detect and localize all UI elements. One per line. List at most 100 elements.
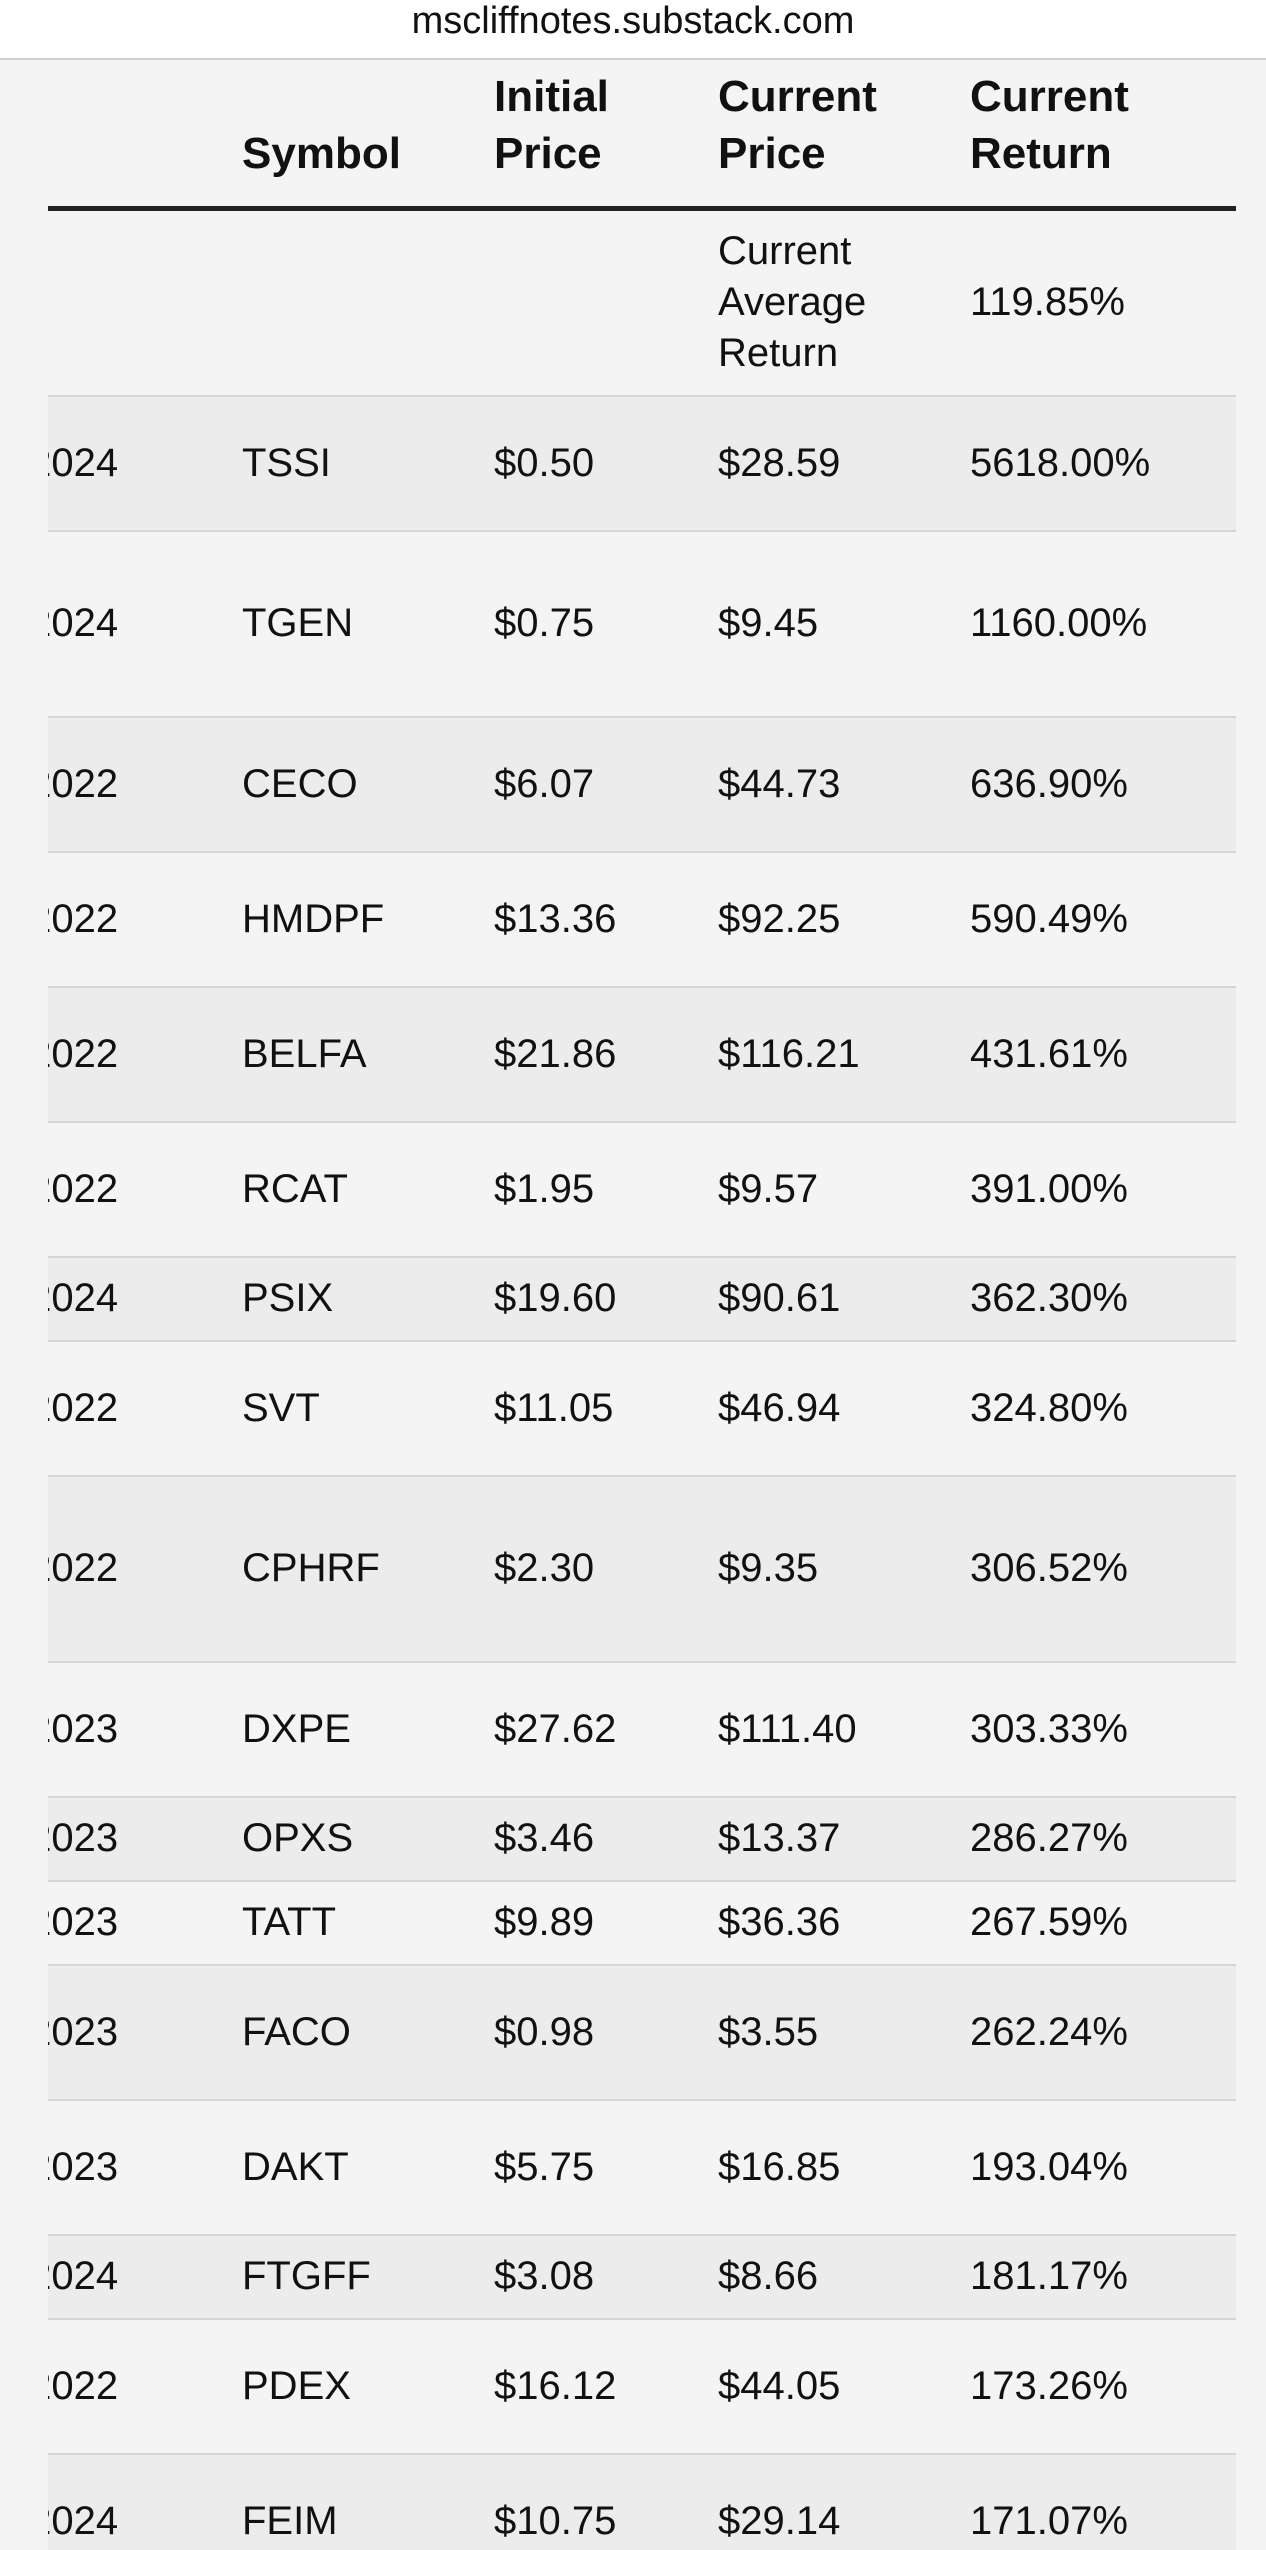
row-date: /2024: [48, 2453, 242, 2550]
row-date: /2023: [48, 1880, 242, 1966]
row-symbol: TGEN: [242, 530, 494, 718]
row-date: /2022: [48, 716, 242, 853]
row-initial-price: $0.50: [494, 395, 718, 532]
row-current-return: 306.52%: [970, 1475, 1236, 1663]
row-date: /2022: [48, 851, 242, 988]
row-current-price: $8.66: [718, 2234, 970, 2320]
header-initial-price: Initial Price: [494, 60, 718, 211]
row-current-price: $13.37: [718, 1796, 970, 1882]
address-bar[interactable]: mscliffnotes.substack.com: [0, 0, 1266, 60]
table-header-row: Symbol Initial Price Current Price Curre…: [48, 60, 1236, 211]
row-current-price: $3.55: [718, 1964, 970, 2101]
row-initial-price: $10.75: [494, 2453, 718, 2550]
row-current-return: 267.59%: [970, 1880, 1236, 1966]
row-date: /2024: [48, 2234, 242, 2320]
row-current-return: 262.24%: [970, 1964, 1236, 2101]
row-date: /2022: [48, 1340, 242, 1477]
row-current-price: $16.85: [718, 2099, 970, 2236]
row-symbol: BELFA: [242, 986, 494, 1123]
row-current-price: $44.05: [718, 2318, 970, 2455]
url-text: mscliffnotes.substack.com: [411, 0, 855, 42]
row-symbol: DXPE: [242, 1661, 494, 1798]
row-date: /2023: [48, 1796, 242, 1882]
row-initial-price: $13.36: [494, 851, 718, 988]
row-initial-price: $5.75: [494, 2099, 718, 2236]
row-initial-price: $0.75: [494, 530, 718, 718]
picks-table: Symbol Initial Price Current Price Curre…: [48, 60, 1236, 2550]
row-date: /2023: [48, 1661, 242, 1798]
page-content: Symbol Initial Price Current Price Curre…: [0, 60, 1266, 2550]
average-return-value: 119.85%: [970, 208, 1236, 397]
row-symbol: FEIM: [242, 2453, 494, 2550]
row-date: /2024: [48, 530, 242, 718]
row-current-price: $111.40: [718, 1661, 970, 1798]
header-symbol: Symbol: [242, 60, 494, 211]
row-initial-price: $21.86: [494, 986, 718, 1123]
row-date: /2024: [48, 395, 242, 532]
row-symbol: OPXS: [242, 1796, 494, 1882]
row-current-price: $44.73: [718, 716, 970, 853]
row-symbol: HMDPF: [242, 851, 494, 988]
row-current-price: $28.59: [718, 395, 970, 532]
row-current-price: $36.36: [718, 1880, 970, 1966]
row-date: /2022: [48, 1121, 242, 1258]
row-current-price: $29.14: [718, 2453, 970, 2550]
row-symbol: FTGFF: [242, 2234, 494, 2320]
row-current-return: 286.27%: [970, 1796, 1236, 1882]
row-initial-price: $3.08: [494, 2234, 718, 2320]
row-current-return: 590.49%: [970, 851, 1236, 988]
row-current-price: $9.57: [718, 1121, 970, 1258]
row-initial-price: $9.89: [494, 1880, 718, 1966]
row-current-return: 362.30%: [970, 1256, 1236, 1342]
row-current-return: 171.07%: [970, 2453, 1236, 2550]
row-current-return: 303.33%: [970, 1661, 1236, 1798]
row-current-return: 391.00%: [970, 1121, 1236, 1258]
row-current-price: $9.35: [718, 1475, 970, 1663]
row-initial-price: $27.62: [494, 1661, 718, 1798]
row-initial-price: $2.30: [494, 1475, 718, 1663]
row-current-price: $90.61: [718, 1256, 970, 1342]
row-initial-price: $19.60: [494, 1256, 718, 1342]
average-return-label: Current Average Return: [718, 208, 970, 397]
row-initial-price: $1.95: [494, 1121, 718, 1258]
row-current-price: $9.45: [718, 530, 970, 718]
row-current-price: $116.21: [718, 986, 970, 1123]
row-initial-price: $3.46: [494, 1796, 718, 1882]
row-symbol: TSSI: [242, 395, 494, 532]
row-current-return: 324.80%: [970, 1340, 1236, 1477]
row-symbol: FACO: [242, 1964, 494, 2101]
header-current-price: Current Price: [718, 60, 970, 211]
row-current-return: 1160.00%: [970, 530, 1236, 718]
row-date: /2023: [48, 1964, 242, 2101]
header-date: [48, 60, 242, 211]
row-current-return: 181.17%: [970, 2234, 1236, 2320]
row-symbol: CECO: [242, 716, 494, 853]
row-date: /2022: [48, 1475, 242, 1663]
row-date: /2024: [48, 1256, 242, 1342]
row-symbol: DAKT: [242, 2099, 494, 2236]
row-symbol: TATT: [242, 1880, 494, 1966]
row-date: /2022: [48, 986, 242, 1123]
average-return-row: Current Average Return 119.85%: [48, 208, 1236, 397]
row-current-return: 636.90%: [970, 716, 1236, 853]
row-symbol: RCAT: [242, 1121, 494, 1258]
row-initial-price: $0.98: [494, 1964, 718, 2101]
row-initial-price: $16.12: [494, 2318, 718, 2455]
row-initial-price: $6.07: [494, 716, 718, 853]
row-current-return: 173.26%: [970, 2318, 1236, 2455]
row-symbol: SVT: [242, 1340, 494, 1477]
row-current-return: 193.04%: [970, 2099, 1236, 2236]
row-initial-price: $11.05: [494, 1340, 718, 1477]
